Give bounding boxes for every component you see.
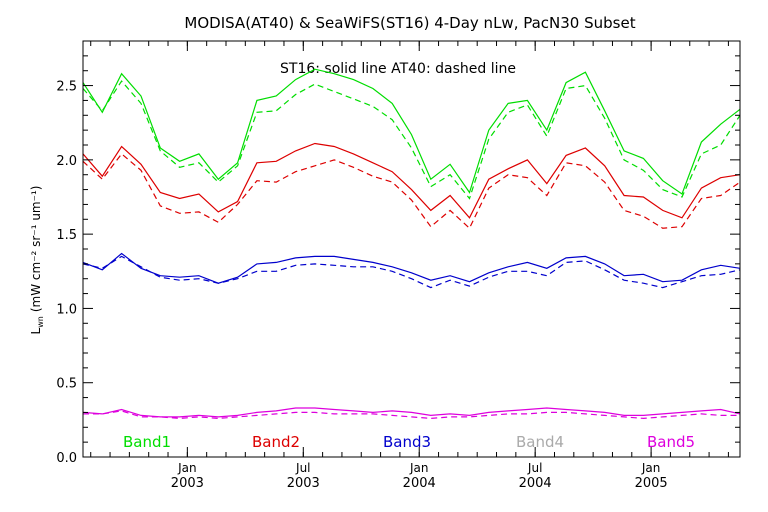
y-tick-label: 0.0 bbox=[56, 451, 77, 466]
y-tick-label: 1.0 bbox=[56, 302, 77, 317]
x-tick-year: 2003 bbox=[287, 476, 320, 491]
legend-band3: Band3 bbox=[383, 433, 431, 451]
legend: Band1 Band2 Band3 Band4 Band5 bbox=[123, 433, 695, 451]
band1-solid-line bbox=[82, 68, 741, 195]
y-tick-label: 1.5 bbox=[56, 228, 77, 243]
y-tick-label: 2.5 bbox=[56, 80, 77, 95]
legend-band4: Band4 bbox=[516, 433, 564, 451]
band5-dashed-line bbox=[83, 410, 740, 420]
x-tick-year: 2003 bbox=[171, 476, 204, 491]
y-axis-label-symbol: L bbox=[29, 327, 43, 334]
band1-dashed-line bbox=[82, 80, 741, 200]
x-tick-year: 2004 bbox=[403, 476, 436, 491]
legend-band1: Band1 bbox=[123, 433, 171, 451]
series-layer bbox=[82, 68, 741, 420]
band3-solid-line bbox=[82, 252, 741, 284]
y-axis-label-subscript: wn bbox=[36, 316, 45, 328]
y-axis-label: Lwn (mW cm⁻² sr⁻¹ um⁻¹) bbox=[29, 186, 45, 335]
y-axis-label-units: (mW cm⁻² sr⁻¹ um⁻¹) bbox=[29, 186, 43, 313]
axes: 0.00.51.01.52.02.5Jan2003Jul2003Jan2004J… bbox=[56, 40, 741, 491]
x-tick-year: 2005 bbox=[635, 476, 668, 491]
x-tick-month: Jan bbox=[177, 461, 197, 475]
x-tick-month: Jul bbox=[295, 461, 310, 475]
chart-title: MODISA(AT40) & SeaWiFS(ST16) 4-Day nLw, … bbox=[184, 14, 635, 32]
band2-dashed-line bbox=[82, 153, 741, 230]
x-tick-month: Jan bbox=[641, 461, 661, 475]
legend-band2: Band2 bbox=[252, 433, 300, 451]
x-tick-month: Jul bbox=[527, 461, 542, 475]
band5-solid-line bbox=[82, 407, 741, 418]
band2-solid-line bbox=[82, 142, 741, 219]
band3-dashed-line bbox=[82, 255, 741, 289]
y-tick-label: 0.5 bbox=[56, 377, 77, 392]
line-style-annotation: ST16: solid line AT40: dashed line bbox=[280, 61, 516, 77]
plot-frame bbox=[82, 40, 741, 458]
legend-band5: Band5 bbox=[647, 433, 695, 451]
x-tick-month: Jan bbox=[409, 461, 429, 475]
x-tick-year: 2004 bbox=[519, 476, 552, 491]
y-tick-label: 2.0 bbox=[56, 154, 77, 169]
